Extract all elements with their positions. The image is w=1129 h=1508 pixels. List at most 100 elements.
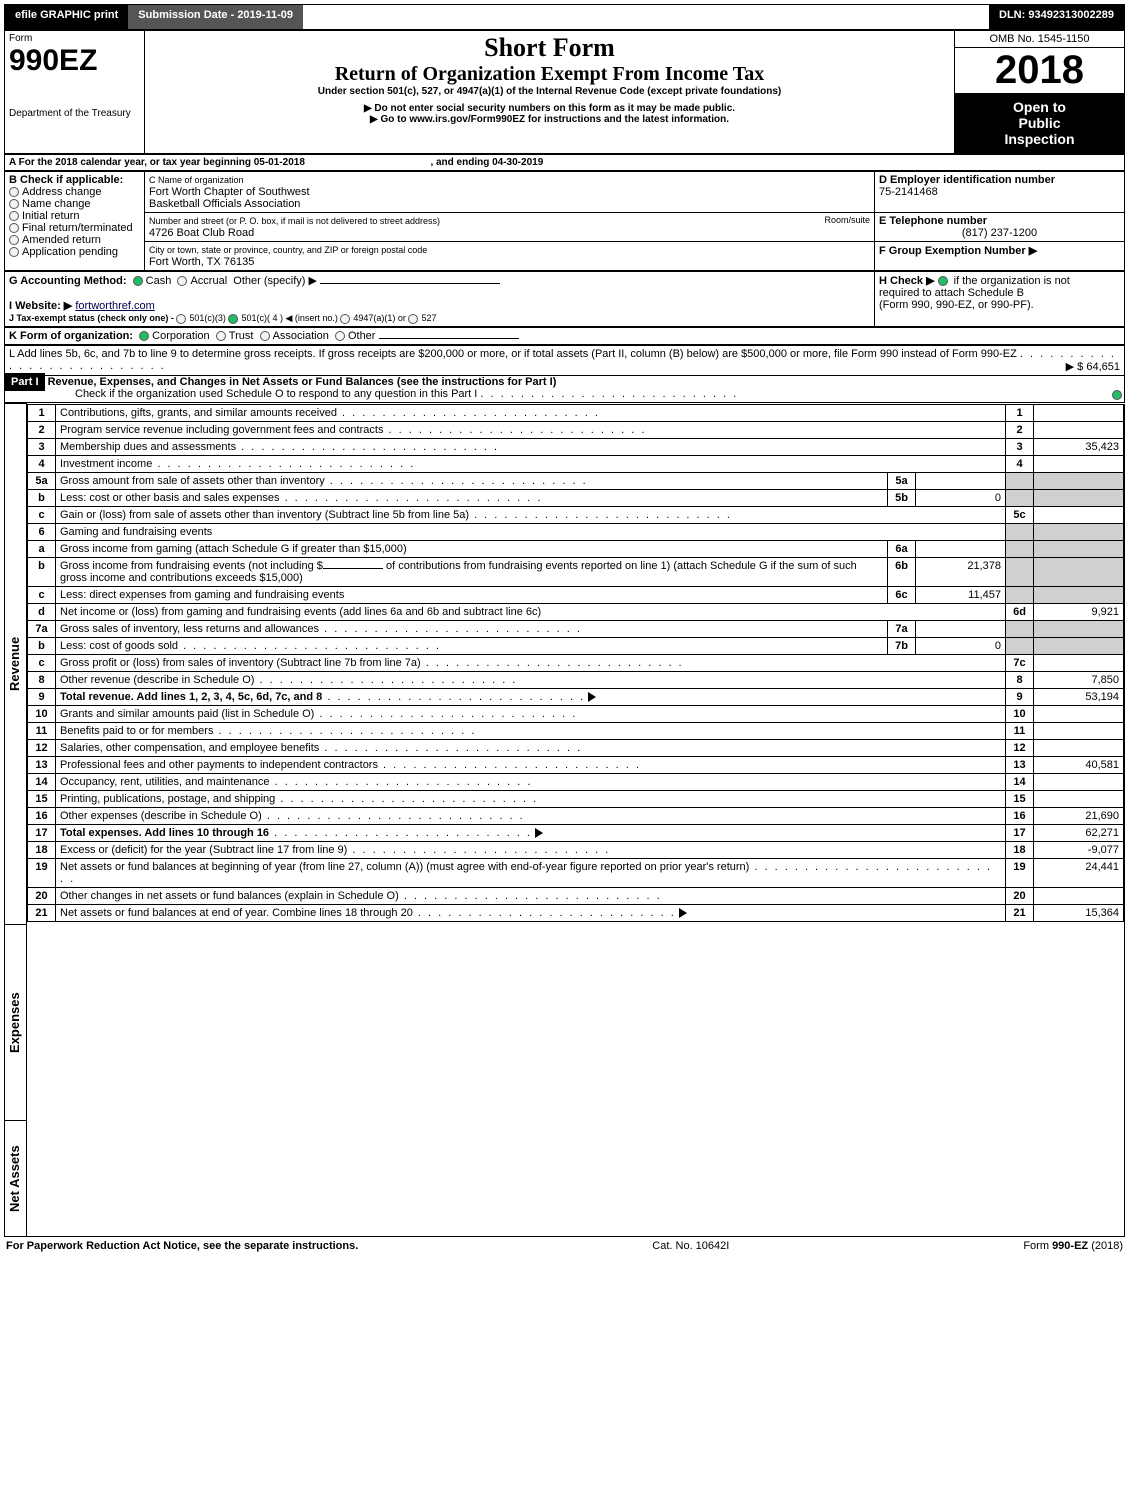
i-label: I Website: ▶: [9, 300, 72, 312]
opt-other-specify: Other (specify) ▶: [233, 275, 317, 287]
chk-name[interactable]: [9, 199, 19, 209]
opt-other-org: Other: [348, 330, 376, 342]
goto-link[interactable]: ▶ Go to www.irs.gov/Form990EZ for instru…: [149, 114, 950, 125]
footer-mid: Cat. No. 10642I: [652, 1240, 729, 1252]
line-18: 18Excess or (deficit) for the year (Subt…: [28, 841, 1124, 858]
line-7a: 7aGross sales of inventory, less returns…: [28, 620, 1124, 637]
col-c-street: Number and street (or P. O. box, if mail…: [145, 213, 875, 242]
l-cell: L Add lines 5b, 6c, and 7b to line 9 to …: [5, 346, 1125, 376]
chk-4947[interactable]: [340, 314, 350, 324]
opt-name: Name change: [22, 198, 91, 210]
line-6d: dNet income or (loss) from gaming and fu…: [28, 603, 1124, 620]
col-c-city: City or town, state or province, country…: [145, 242, 875, 271]
phone-value: (817) 237-1200: [879, 227, 1120, 239]
line-15: 15Printing, publications, postage, and s…: [28, 790, 1124, 807]
chk-schedule-o[interactable]: [1112, 390, 1122, 400]
room-label: Room/suite: [824, 215, 870, 225]
d-label: D Employer identification number: [879, 174, 1055, 186]
right-cell: OMB No. 1545-1150 2018 Open to Public In…: [955, 31, 1125, 154]
street-label: Number and street (or P. O. box, if mail…: [149, 216, 440, 226]
line-7c: cGross profit or (loss) from sales of in…: [28, 654, 1124, 671]
line-5b: bLess: cost or other basis and sales exp…: [28, 489, 1124, 506]
row-k: K Form of organization: Corporation Trus…: [4, 327, 1125, 345]
footer-left: For Paperwork Reduction Act Notice, see …: [6, 1240, 358, 1252]
g-label: G Accounting Method:: [9, 275, 127, 287]
col-b: B Check if applicable: Address change Na…: [5, 172, 145, 271]
chk-final[interactable]: [9, 223, 19, 233]
city-label: City or town, state or province, country…: [149, 245, 427, 255]
opt-address: Address change: [22, 186, 102, 198]
line-13: 13Professional fees and other payments t…: [28, 756, 1124, 773]
efile-button[interactable]: efile GRAPHIC print: [5, 5, 128, 29]
chk-trust[interactable]: [216, 331, 226, 341]
opt-initial: Initial return: [22, 210, 79, 222]
chk-527[interactable]: [408, 314, 418, 324]
chk-corp[interactable]: [139, 331, 149, 341]
bcd-block: B Check if applicable: Address change Na…: [4, 171, 1125, 271]
row-a: A For the 2018 calendar year, or tax yea…: [4, 154, 1125, 171]
col-c-name: C Name of organization Fort Worth Chapte…: [145, 172, 875, 213]
ein-value: 75-2141468: [879, 186, 938, 198]
chk-address[interactable]: [9, 187, 19, 197]
lines-table: 1Contributions, gifts, grants, and simil…: [27, 404, 1124, 922]
opt-cash: Cash: [146, 275, 172, 287]
chk-assoc[interactable]: [260, 331, 270, 341]
opt-trust: Trust: [229, 330, 254, 342]
dept-label: Department of the Treasury: [9, 108, 140, 119]
footer: For Paperwork Reduction Act Notice, see …: [4, 1237, 1125, 1255]
open-to-public: Open to Public Inspection: [955, 93, 1124, 153]
row-h: H Check ▶ if the organization is not req…: [875, 272, 1125, 327]
chk-h[interactable]: [938, 276, 948, 286]
col-d: D Employer identification number 75-2141…: [875, 172, 1125, 213]
b-label: B Check if applicable:: [9, 174, 123, 186]
l-value: ▶ $ 64,651: [1066, 360, 1120, 373]
line-17: 17Total expenses. Add lines 10 through 1…: [28, 824, 1124, 841]
line-8: 8Other revenue (describe in Schedule O)8…: [28, 671, 1124, 688]
period-begin: A For the 2018 calendar year, or tax yea…: [9, 157, 305, 168]
part1-title: Revenue, Expenses, and Changes in Net As…: [48, 376, 557, 388]
do-not-enter: ▶ Do not enter social security numbers o…: [149, 103, 950, 114]
line-6b: bGross income from fundraising events (n…: [28, 557, 1124, 586]
line-20: 20Other changes in net assets or fund ba…: [28, 887, 1124, 904]
line-14: 14Occupancy, rent, utilities, and mainte…: [28, 773, 1124, 790]
opt-assoc: Association: [273, 330, 329, 342]
website-link[interactable]: fortworthref.com: [75, 300, 154, 312]
chk-accrual[interactable]: [177, 276, 187, 286]
chk-501c3[interactable]: [176, 314, 186, 324]
h-text2: required to attach Schedule B: [879, 287, 1024, 299]
dln-label: DLN: 93492313002289: [989, 5, 1124, 29]
line-19: 19Net assets or fund balances at beginni…: [28, 858, 1124, 887]
chk-amended[interactable]: [9, 235, 19, 245]
e-label: E Telephone number: [879, 215, 987, 227]
line-1: 1Contributions, gifts, grants, and simil…: [28, 404, 1124, 421]
chk-initial[interactable]: [9, 211, 19, 221]
chk-pending[interactable]: [9, 247, 19, 257]
form-cell: Form 990EZ Department of the Treasury: [5, 31, 145, 154]
line-5a: 5aGross amount from sale of assets other…: [28, 472, 1124, 489]
k-label: K Form of organization:: [9, 330, 133, 342]
period-row: A For the 2018 calendar year, or tax yea…: [5, 155, 1125, 171]
opt-accrual: Accrual: [190, 275, 227, 287]
section-labels: Revenue Expenses Net Assets: [5, 404, 27, 1237]
form-word: Form: [9, 33, 140, 44]
line-16: 16Other expenses (describe in Schedule O…: [28, 807, 1124, 824]
arrow-icon: [679, 908, 687, 918]
opt-final: Final return/terminated: [22, 222, 133, 234]
h-text1: if the organization is not: [954, 275, 1070, 287]
title-return: Return of Organization Exempt From Incom…: [149, 63, 950, 86]
line-12: 12Salaries, other compensation, and empl…: [28, 739, 1124, 756]
chk-cash[interactable]: [133, 276, 143, 286]
line-3: 3Membership dues and assessments335,423: [28, 438, 1124, 455]
line-6c: cLess: direct expenses from gaming and f…: [28, 586, 1124, 603]
title-short: Short Form: [149, 33, 950, 63]
lines-wrapper: Revenue Expenses Net Assets 1Contributio…: [4, 403, 1125, 1237]
chk-501c[interactable]: [228, 314, 238, 324]
col-f: F Group Exemption Number ▶: [875, 242, 1125, 271]
h-text3: (Form 990, 990-EZ, or 990-PF).: [879, 299, 1034, 311]
footer-right: Form 990-EZ (2018): [1023, 1240, 1123, 1252]
k-cell: K Form of organization: Corporation Trus…: [5, 328, 1125, 345]
chk-other-org[interactable]: [335, 331, 345, 341]
city-value: Fort Worth, TX 76135: [149, 256, 254, 268]
line-2: 2Program service revenue including gover…: [28, 421, 1124, 438]
line-4: 4Investment income4: [28, 455, 1124, 472]
